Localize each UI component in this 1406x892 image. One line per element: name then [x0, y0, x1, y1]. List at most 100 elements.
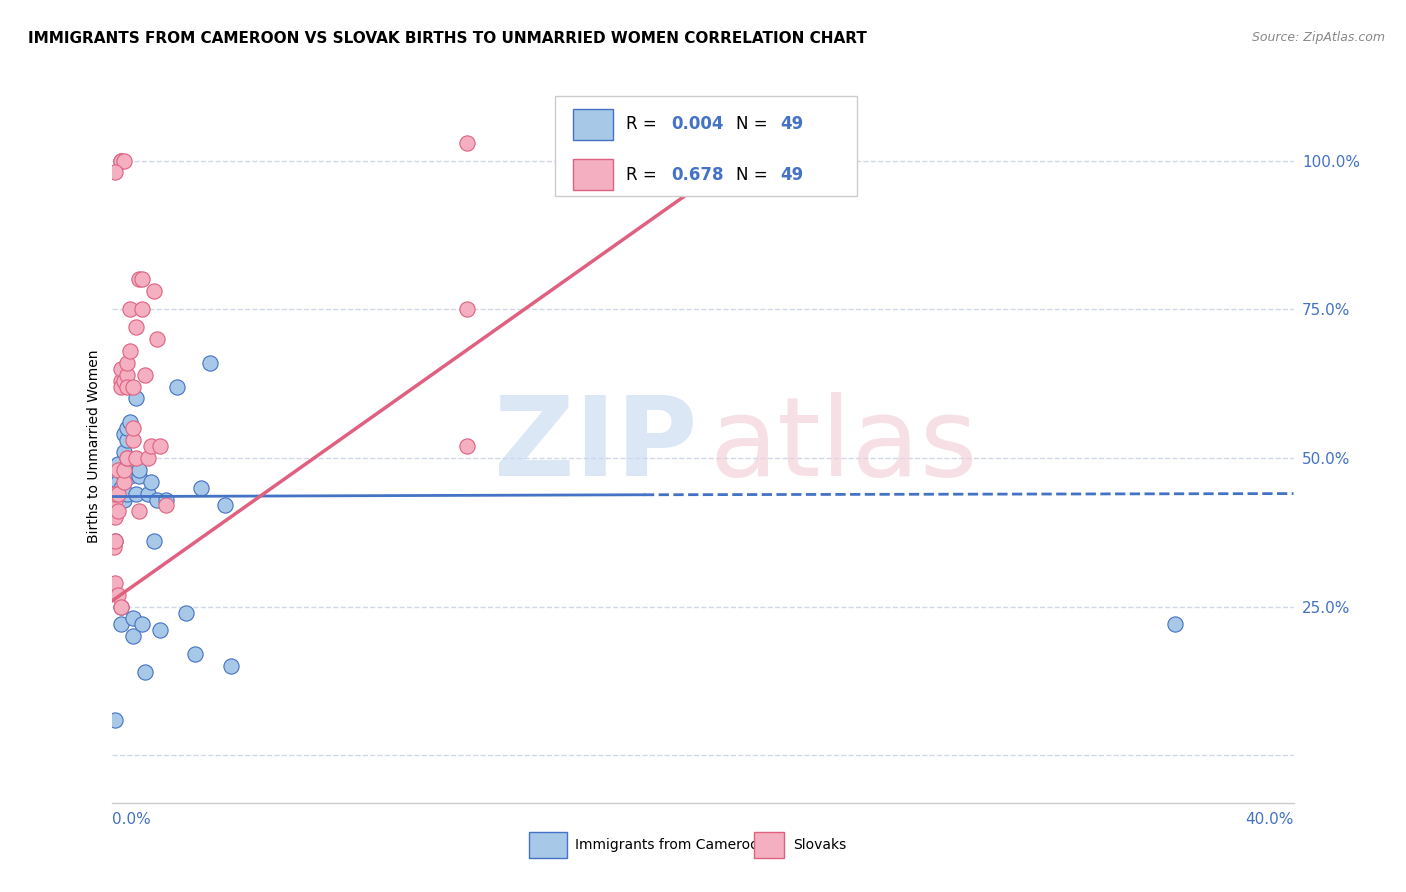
Point	[122, 421, 145, 435]
Text: R =: R =	[626, 166, 662, 184]
Point	[112, 427, 135, 442]
Point	[110, 492, 132, 507]
Point	[751, 136, 773, 150]
Point	[117, 368, 138, 382]
Point	[107, 504, 129, 518]
Point	[122, 611, 145, 625]
Point	[122, 433, 145, 447]
Point	[112, 153, 135, 168]
Point	[125, 486, 148, 500]
Text: ZIP: ZIP	[494, 392, 697, 500]
Point	[633, 153, 655, 168]
Point	[146, 492, 169, 507]
Point	[184, 647, 207, 661]
FancyBboxPatch shape	[555, 96, 856, 196]
Point	[125, 450, 148, 465]
Point	[107, 486, 129, 500]
Text: R =: R =	[626, 115, 662, 134]
Point	[107, 486, 129, 500]
Point	[128, 272, 150, 286]
Point	[104, 486, 127, 500]
Point	[107, 486, 129, 500]
Point	[104, 534, 127, 549]
Point	[149, 439, 172, 453]
Point	[110, 617, 132, 632]
FancyBboxPatch shape	[574, 159, 613, 190]
Point	[105, 468, 128, 483]
Text: Source: ZipAtlas.com: Source: ZipAtlas.com	[1251, 31, 1385, 45]
Point	[174, 606, 197, 620]
Point	[104, 492, 127, 507]
Point	[134, 368, 156, 382]
Point	[128, 468, 150, 483]
Point	[131, 617, 153, 632]
Text: Immigrants from Cameroon: Immigrants from Cameroon	[575, 838, 768, 852]
Point	[139, 475, 162, 489]
Point	[112, 374, 135, 388]
Point	[117, 450, 138, 465]
Text: 49: 49	[780, 166, 803, 184]
Point	[122, 629, 145, 643]
Point	[456, 439, 478, 453]
Point	[122, 379, 145, 393]
Point	[128, 463, 150, 477]
Point	[128, 504, 150, 518]
Point	[110, 153, 132, 168]
Point	[198, 356, 221, 370]
Point	[134, 665, 156, 679]
Text: 40.0%: 40.0%	[1246, 812, 1294, 827]
Point	[110, 599, 132, 614]
Point	[110, 374, 132, 388]
Point	[214, 499, 236, 513]
Point	[107, 463, 129, 477]
Point	[149, 624, 172, 638]
Point	[142, 285, 165, 299]
Point	[104, 165, 127, 179]
Text: N =: N =	[737, 166, 773, 184]
Point	[136, 450, 159, 465]
Point	[120, 468, 142, 483]
Point	[117, 379, 138, 393]
Point	[117, 421, 138, 435]
Point	[107, 588, 129, 602]
Text: 0.0%: 0.0%	[112, 812, 152, 827]
Point	[456, 302, 478, 317]
Point	[155, 499, 177, 513]
Point	[117, 356, 138, 370]
Point	[139, 439, 162, 453]
Y-axis label: Births to Unmarried Women: Births to Unmarried Women	[87, 350, 101, 542]
Point	[117, 450, 138, 465]
Point	[110, 153, 132, 168]
Point	[104, 713, 127, 727]
Point	[104, 510, 127, 524]
Point	[104, 534, 127, 549]
Point	[103, 540, 125, 554]
FancyBboxPatch shape	[530, 832, 567, 858]
Text: 0.004: 0.004	[671, 115, 724, 134]
Text: 0.678: 0.678	[671, 166, 724, 184]
Point	[112, 445, 135, 459]
Point	[105, 481, 128, 495]
Point	[110, 361, 132, 376]
Point	[104, 575, 127, 590]
Point	[166, 379, 188, 393]
Point	[107, 475, 129, 489]
Point	[104, 486, 127, 500]
Point	[112, 463, 135, 477]
Point	[110, 379, 132, 393]
Point	[103, 499, 125, 513]
Point	[107, 463, 129, 477]
Text: IMMIGRANTS FROM CAMEROON VS SLOVAK BIRTHS TO UNMARRIED WOMEN CORRELATION CHART: IMMIGRANTS FROM CAMEROON VS SLOVAK BIRTH…	[28, 31, 868, 46]
Point	[120, 415, 142, 429]
Point	[120, 343, 142, 358]
Point	[142, 534, 165, 549]
FancyBboxPatch shape	[754, 832, 785, 858]
Text: 49: 49	[780, 115, 803, 134]
Point	[125, 392, 148, 406]
Point	[131, 272, 153, 286]
Point	[112, 492, 135, 507]
Point	[110, 481, 132, 495]
Point	[110, 486, 132, 500]
Point	[131, 302, 153, 317]
Point	[117, 433, 138, 447]
